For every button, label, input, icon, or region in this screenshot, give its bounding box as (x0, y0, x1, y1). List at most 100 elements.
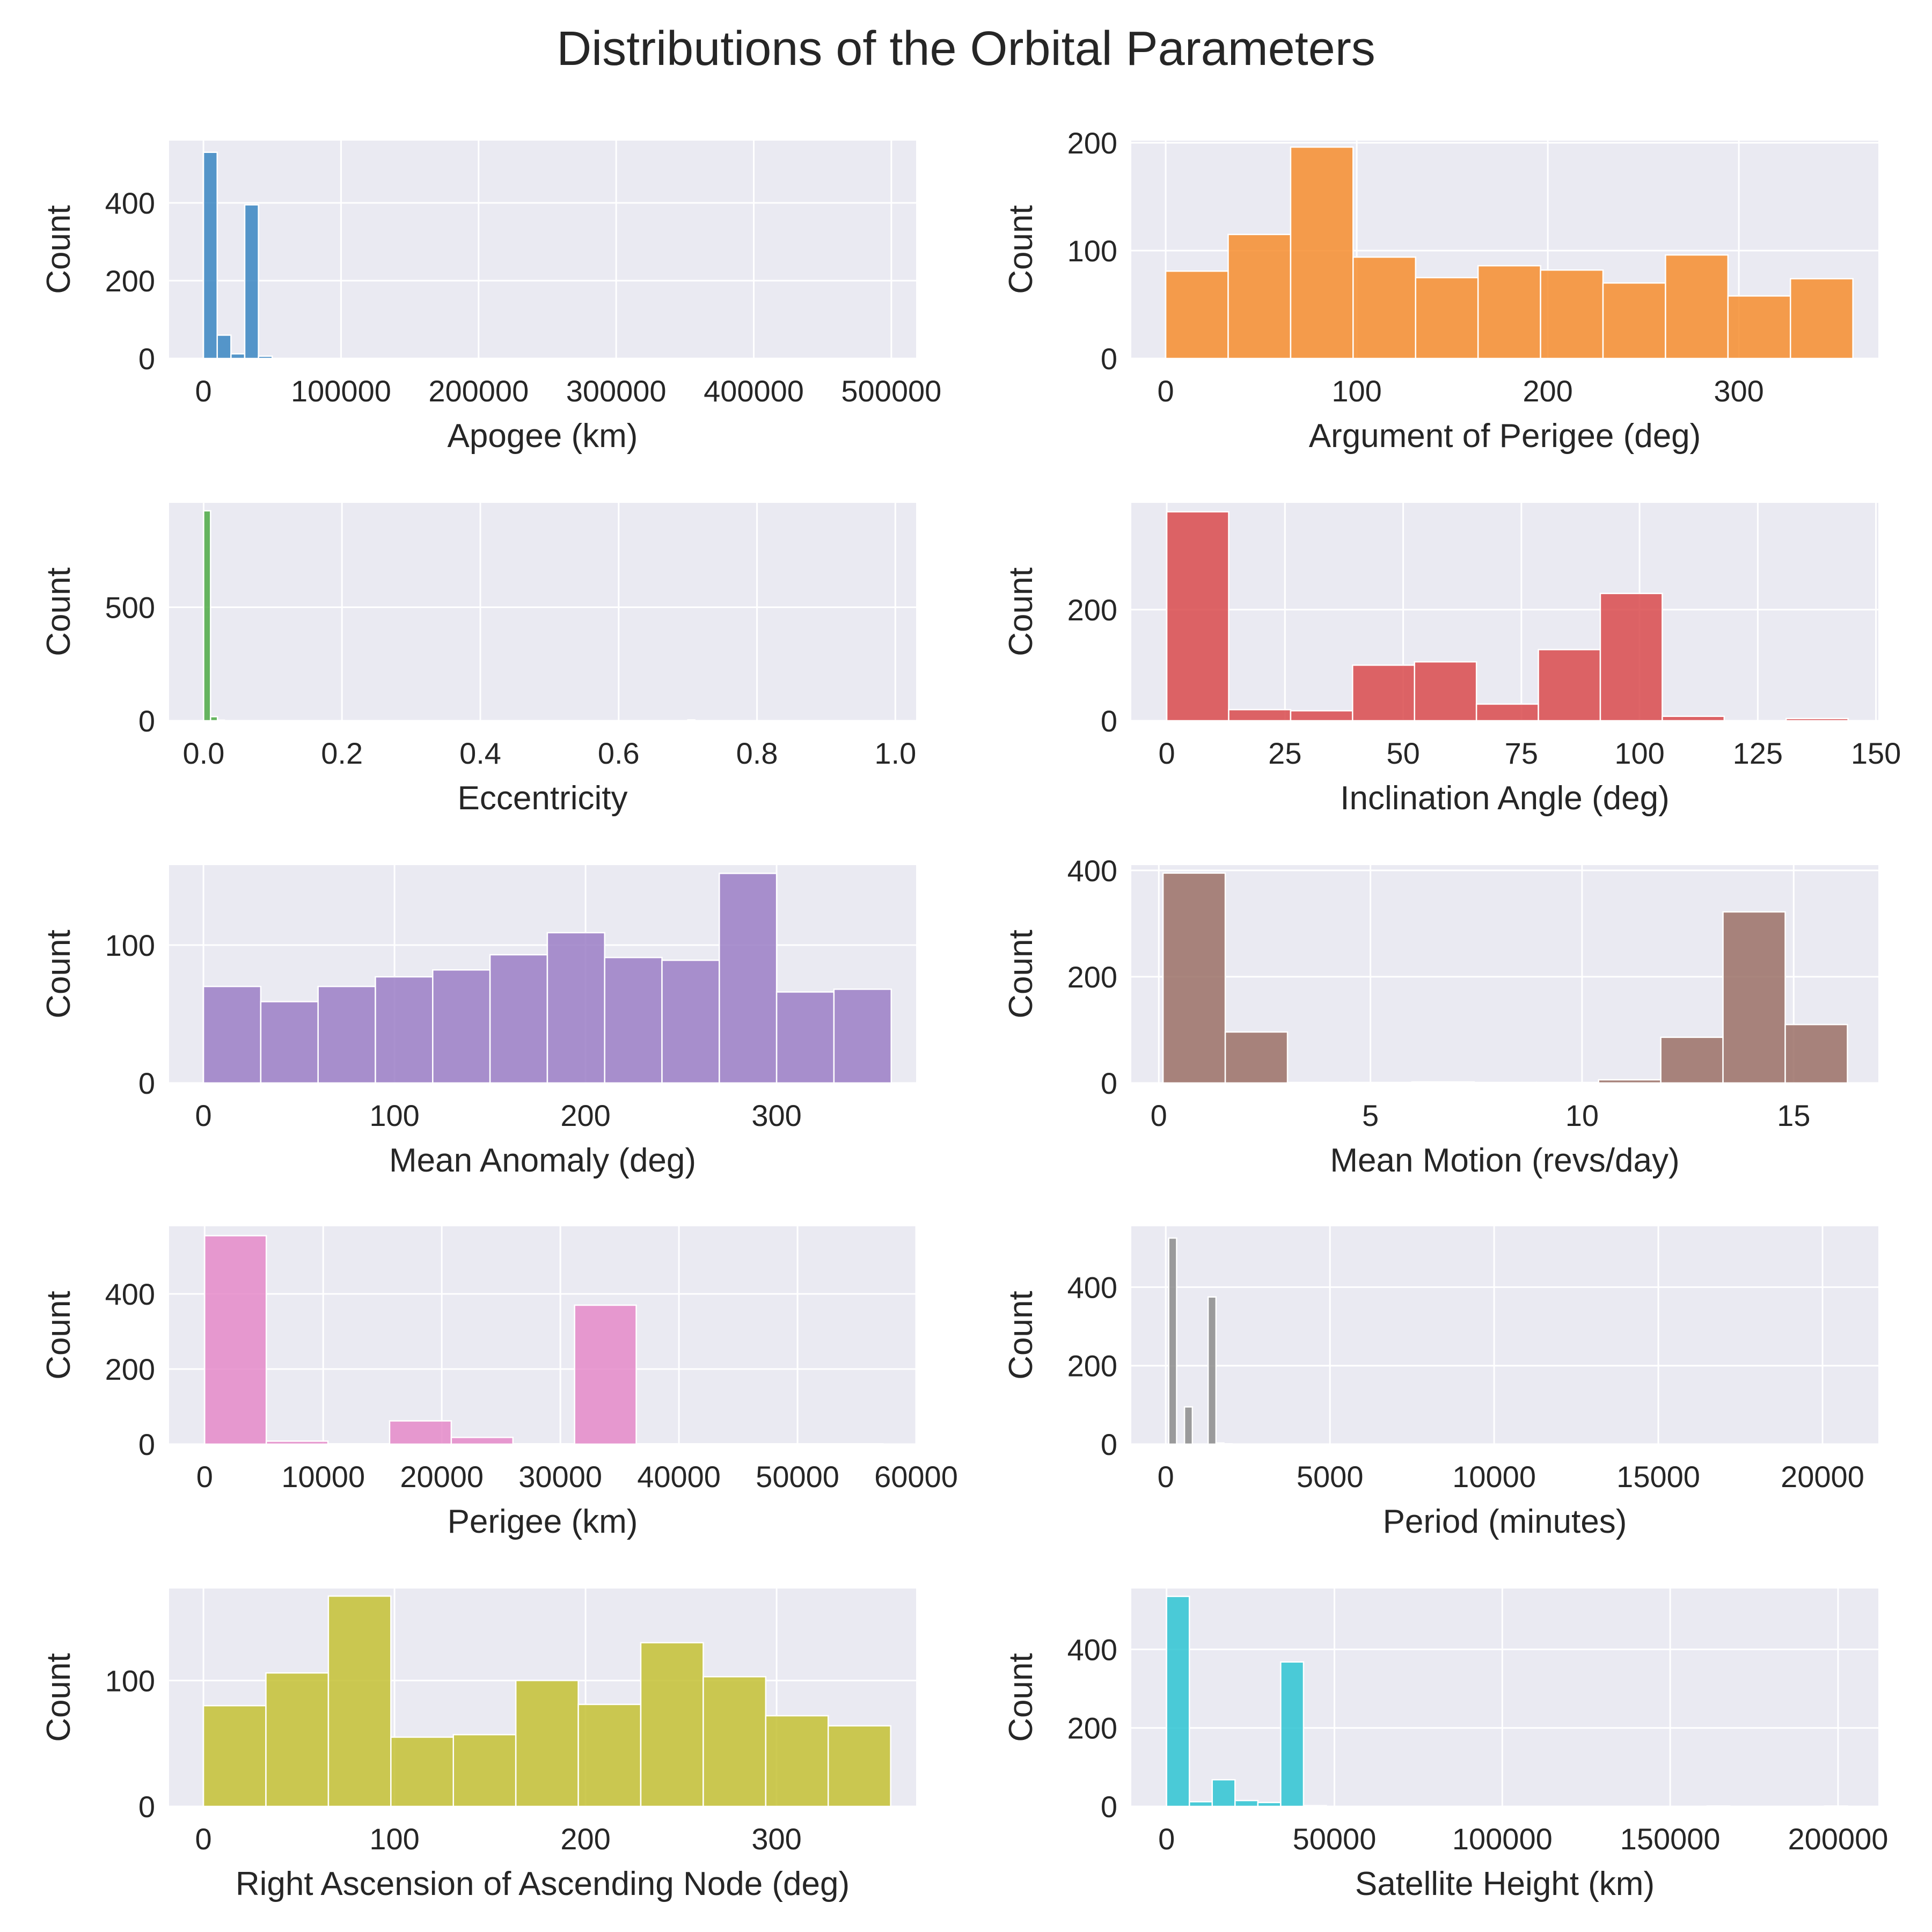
y-tick-label: 0 (138, 342, 155, 376)
histogram-bar (1286, 1081, 1351, 1084)
y-tick-label: 0 (138, 1790, 155, 1824)
subplot-1: 0 100000 200000 300000 400000 500000 0 200 400 Ap… (40, 141, 941, 455)
histogram-bar (432, 969, 491, 1084)
x-tick-label: 0 (1151, 1099, 1167, 1132)
histogram-bar (1183, 1406, 1194, 1445)
histogram-bar (1257, 1802, 1282, 1807)
x-tick-label: 100 (369, 1822, 419, 1856)
y-axis-label: Count (40, 930, 77, 1018)
histogram-bar (827, 1725, 891, 1807)
x-tick-label: 0.4 (459, 736, 501, 770)
x-tick-label: 30000 (518, 1460, 602, 1494)
y-tick-label: 200 (1067, 960, 1117, 994)
y-tick-label: 200 (1067, 593, 1117, 627)
y-tick-label: 200 (105, 1352, 155, 1386)
x-tick-label: 125 (1733, 736, 1783, 770)
histogram-bar (1785, 718, 1849, 722)
y-tick-label: 0 (1101, 1066, 1117, 1100)
histogram-bar (1280, 1661, 1305, 1807)
histogram-bar (515, 1680, 579, 1807)
x-axis-label: Period (minutes) (1383, 1503, 1627, 1540)
subplot-9: 0 100 200 300 0 100 Right Ascension of Ascendi… (40, 1589, 916, 1902)
x-tick-label: 0 (1158, 1822, 1175, 1856)
subplot-4: 0 25 50 75 100 125 150 0 200 Inclination Angle (d… (1002, 503, 1901, 817)
y-axis-label: Count (1002, 205, 1040, 294)
x-tick-label: 100 (369, 1099, 419, 1132)
x-tick-label: 0 (1158, 374, 1174, 408)
x-tick-label: 75 (1505, 736, 1538, 770)
x-axis-label: Mean Anomaly (deg) (389, 1142, 696, 1179)
x-tick-label: 0 (195, 1822, 212, 1856)
histogram-bar (702, 1676, 767, 1807)
histogram-bar (765, 1715, 829, 1807)
histogram-bar (1473, 1081, 1538, 1084)
x-tick-label: 0 (1158, 736, 1175, 770)
y-axis-label: Count (1002, 930, 1040, 1018)
histogram-bar (1166, 1596, 1190, 1807)
x-tick-label: 200 (560, 1099, 610, 1132)
y-tick-label: 100 (105, 928, 155, 962)
histogram-bar (244, 204, 259, 360)
x-tick-label: 100 (1331, 374, 1381, 408)
histogram-bar (1207, 1296, 1217, 1445)
histogram-bar (687, 719, 696, 722)
x-tick-label: 200000 (1788, 1822, 1888, 1856)
histogram-bar (1211, 1779, 1236, 1807)
histogram-bar (775, 991, 835, 1084)
subplot-7: 0 10000 20000 30000 40000 50000 60000 0 200 400 Pe… (40, 1226, 958, 1540)
histogram-bar (202, 151, 218, 360)
histogram-bar (640, 1642, 704, 1807)
x-tick-label: 5 (1362, 1099, 1379, 1132)
histogram-bar (202, 985, 262, 1084)
histogram-bar (1215, 1442, 1225, 1445)
histogram-bar (1352, 256, 1416, 360)
histogram-bar (1165, 270, 1229, 360)
y-tick-label: 400 (105, 1277, 155, 1311)
y-tick-label: 400 (105, 186, 155, 220)
y-axis-label: Count (40, 205, 77, 294)
histogram-bar (452, 1733, 517, 1807)
y-tick-label: 0 (1101, 342, 1117, 376)
x-tick-label: 0.8 (736, 736, 778, 770)
x-tick-label: 0 (1158, 1460, 1174, 1494)
y-tick-label: 0 (138, 704, 155, 738)
plot-background (169, 1226, 916, 1444)
x-tick-label: 300000 (566, 374, 667, 408)
subplot-10: 0 50000 100000 150000 200000 0 200 400 Satellite… (1002, 1589, 1888, 1902)
histogram-bar (1789, 278, 1854, 360)
histogram-bar (1234, 1799, 1259, 1807)
x-tick-label: 400000 (704, 374, 804, 408)
x-tick-label: 25 (1268, 736, 1301, 770)
x-tick-label: 60000 (874, 1460, 958, 1494)
histogram-bar (1727, 295, 1791, 360)
histogram-bar (216, 334, 232, 360)
x-tick-label: 10 (1565, 1099, 1599, 1132)
x-tick-label: 50000 (1293, 1822, 1377, 1856)
histogram-bar (216, 719, 225, 722)
x-tick-label: 15000 (1616, 1460, 1700, 1494)
x-tick-label: 0.2 (321, 736, 363, 770)
x-tick-label: 300 (751, 1822, 801, 1856)
subplot-5: 0 100 200 300 0 100 Mean Anomaly (deg) Count (40, 865, 916, 1179)
histogram-bar (1784, 1023, 1848, 1084)
y-axis-label: Count (1002, 567, 1040, 656)
histogram-bar (546, 932, 605, 1084)
y-tick-label: 400 (1067, 854, 1117, 888)
histogram-bar (450, 1437, 514, 1445)
histogram-bar (1166, 511, 1230, 722)
histogram-bar (1722, 911, 1786, 1084)
histogram-bar (661, 960, 720, 1084)
histogram-bar (210, 716, 218, 722)
histogram-bar (390, 1736, 454, 1807)
histogram-bar (577, 1703, 642, 1807)
histogram-bar (1662, 715, 1725, 722)
y-tick-label: 0 (1101, 1428, 1117, 1461)
x-tick-label: 1.0 (874, 736, 916, 770)
histogram-bar (389, 1420, 452, 1445)
figure-title: Distributions of the Orbital Parameters (557, 22, 1375, 76)
histogram-bar (1224, 1031, 1289, 1084)
y-axis-label: Count (1002, 1653, 1040, 1741)
histogram-bar (204, 1235, 267, 1445)
